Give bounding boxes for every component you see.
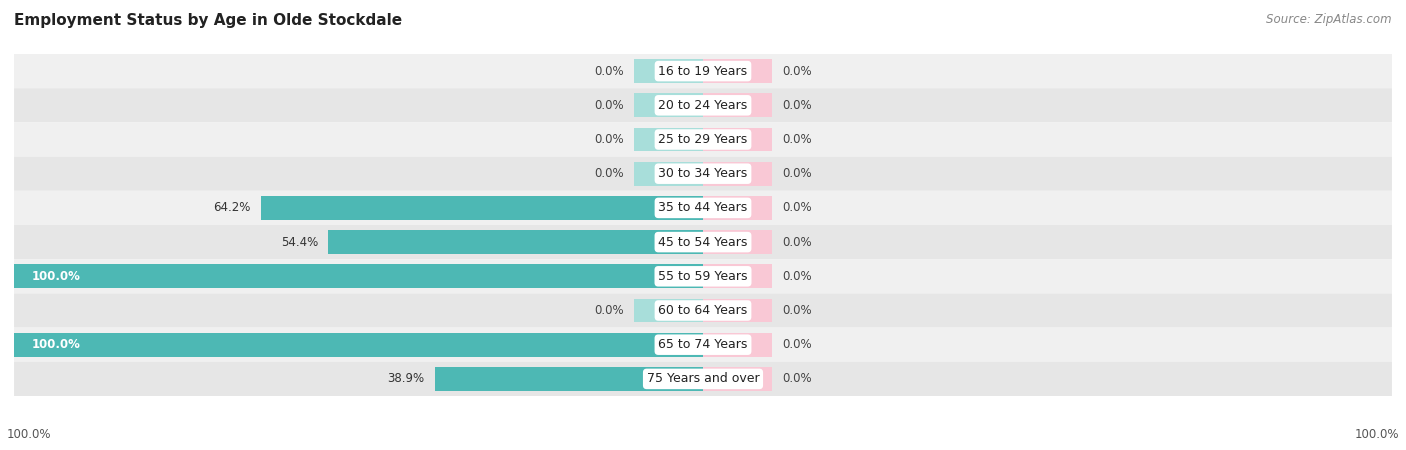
Bar <box>703 264 772 288</box>
Text: 0.0%: 0.0% <box>595 65 624 77</box>
Text: 25 to 29 Years: 25 to 29 Years <box>658 133 748 146</box>
Text: Source: ZipAtlas.com: Source: ZipAtlas.com <box>1267 14 1392 27</box>
Text: 0.0%: 0.0% <box>782 270 811 283</box>
Bar <box>703 162 772 186</box>
FancyBboxPatch shape <box>14 191 1392 225</box>
FancyBboxPatch shape <box>14 362 1392 396</box>
Text: 30 to 34 Years: 30 to 34 Years <box>658 167 748 180</box>
Text: 0.0%: 0.0% <box>782 133 811 146</box>
Bar <box>703 196 772 220</box>
Text: 0.0%: 0.0% <box>782 65 811 77</box>
FancyBboxPatch shape <box>14 259 1392 293</box>
Bar <box>14 333 703 357</box>
Text: 38.9%: 38.9% <box>388 373 425 385</box>
Text: 100.0%: 100.0% <box>31 270 80 283</box>
Text: 20 to 24 Years: 20 to 24 Years <box>658 99 748 112</box>
Bar <box>634 59 703 83</box>
Bar <box>703 333 772 357</box>
Text: 55 to 59 Years: 55 to 59 Years <box>658 270 748 283</box>
Bar <box>703 230 772 254</box>
Text: 0.0%: 0.0% <box>595 133 624 146</box>
Bar <box>14 264 703 288</box>
Bar <box>328 230 703 254</box>
Text: 0.0%: 0.0% <box>595 167 624 180</box>
Text: 45 to 54 Years: 45 to 54 Years <box>658 236 748 248</box>
Text: 75 Years and over: 75 Years and over <box>647 373 759 385</box>
FancyBboxPatch shape <box>14 293 1392 328</box>
FancyBboxPatch shape <box>14 225 1392 259</box>
FancyBboxPatch shape <box>14 54 1392 88</box>
Text: 100.0%: 100.0% <box>1354 428 1399 441</box>
Text: 100.0%: 100.0% <box>7 428 52 441</box>
Text: 0.0%: 0.0% <box>782 373 811 385</box>
Bar <box>434 367 703 391</box>
Text: 100.0%: 100.0% <box>31 338 80 351</box>
Bar <box>634 298 703 323</box>
FancyBboxPatch shape <box>14 122 1392 157</box>
Text: 0.0%: 0.0% <box>782 338 811 351</box>
Text: Employment Status by Age in Olde Stockdale: Employment Status by Age in Olde Stockda… <box>14 14 402 28</box>
Text: 64.2%: 64.2% <box>212 202 250 214</box>
Text: 0.0%: 0.0% <box>782 167 811 180</box>
Bar <box>703 59 772 83</box>
Text: 0.0%: 0.0% <box>782 99 811 112</box>
Bar <box>634 162 703 186</box>
Text: 0.0%: 0.0% <box>782 236 811 248</box>
Text: 65 to 74 Years: 65 to 74 Years <box>658 338 748 351</box>
Bar <box>703 127 772 152</box>
FancyBboxPatch shape <box>14 88 1392 122</box>
Text: 60 to 64 Years: 60 to 64 Years <box>658 304 748 317</box>
Text: 54.4%: 54.4% <box>281 236 318 248</box>
Bar <box>703 367 772 391</box>
Text: 0.0%: 0.0% <box>782 304 811 317</box>
Bar <box>260 196 703 220</box>
FancyBboxPatch shape <box>14 157 1392 191</box>
Bar <box>634 93 703 117</box>
Text: 0.0%: 0.0% <box>782 202 811 214</box>
Bar <box>703 298 772 323</box>
Text: 16 to 19 Years: 16 to 19 Years <box>658 65 748 77</box>
Bar <box>703 93 772 117</box>
Text: 0.0%: 0.0% <box>595 99 624 112</box>
Bar <box>634 127 703 152</box>
Text: 35 to 44 Years: 35 to 44 Years <box>658 202 748 214</box>
FancyBboxPatch shape <box>14 328 1392 362</box>
Text: 0.0%: 0.0% <box>595 304 624 317</box>
